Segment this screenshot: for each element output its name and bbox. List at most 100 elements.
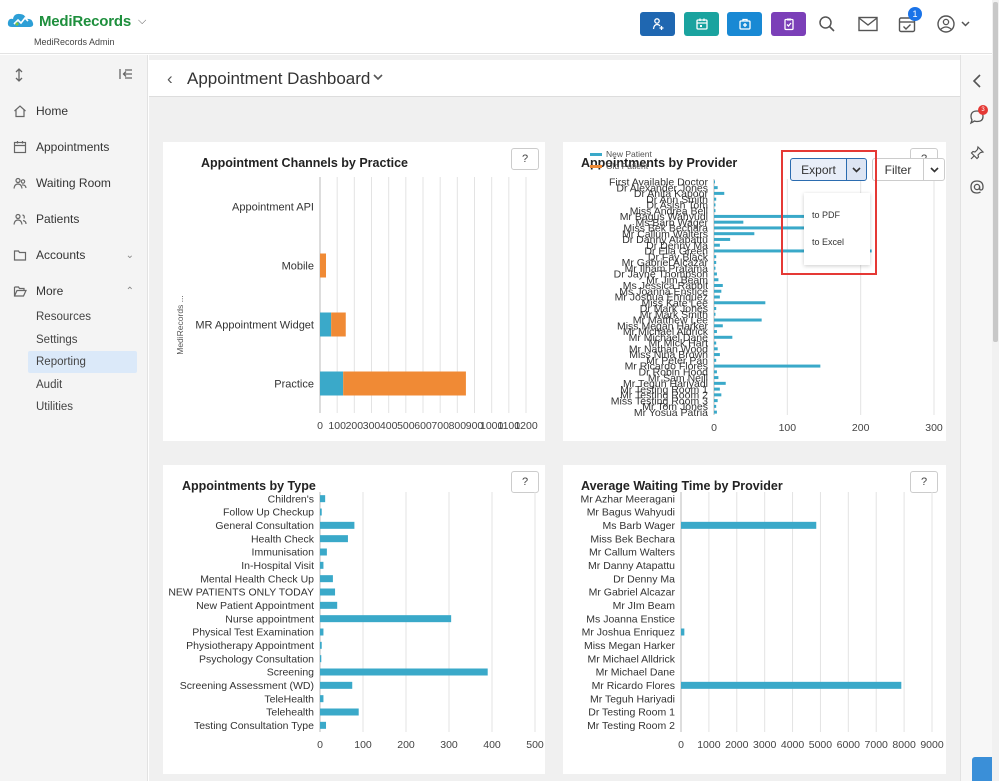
category-label: Mr Mick Hart xyxy=(649,338,709,350)
sidebar-subitem-audit[interactable]: Audit xyxy=(36,379,63,391)
bar xyxy=(714,272,717,276)
category-label: Mental Health Check Up xyxy=(200,573,314,585)
sidebar-item-patients[interactable]: Patients xyxy=(0,207,148,231)
category-label: Screening Assessment (WD) xyxy=(180,680,314,692)
user-menu[interactable] xyxy=(934,13,974,35)
category-label: Miss Andrea Bell xyxy=(630,205,708,217)
folder-open-icon xyxy=(13,284,27,298)
category-label: Dr Ann Smith xyxy=(646,194,708,206)
sidebar-item-accounts[interactable]: Accounts ⌄ xyxy=(0,243,148,267)
sidebar-subitem-resources[interactable]: Resources xyxy=(36,311,91,323)
channels-chart: 0 100 200 300 400 500 600 700 800 900100011001200… xyxy=(175,177,538,432)
category-label: Testing Consultation Type xyxy=(194,720,314,732)
category-label: Mr Bagus Wahyudi xyxy=(587,507,675,519)
chevron-down-icon[interactable] xyxy=(373,74,383,81)
category-label: Mr Mark Smith xyxy=(640,309,708,321)
feedback-tab[interactable] xyxy=(972,757,992,781)
category-label: Mr Teguh Hariyadi xyxy=(590,693,675,705)
chevron-up-icon: ⌃ xyxy=(125,286,134,297)
x-tick-label: 200 xyxy=(852,422,870,434)
x-tick-label: 900 xyxy=(466,420,484,432)
medical-kit-button[interactable] xyxy=(727,12,762,36)
category-label: First Available Doctor xyxy=(609,177,709,189)
bar xyxy=(714,364,821,368)
sidebar: Home Appointments Waiting Room Patients … xyxy=(0,55,148,781)
bar xyxy=(714,410,717,414)
export-menu: to PDF to Excel xyxy=(804,193,870,265)
waiting-chart: 0 1000 2000 3000 4000 5000 6000 7000 8000 9000 Mr … xyxy=(580,492,944,751)
sidebar-item-appointments[interactable]: Appointments xyxy=(0,135,148,159)
tasks-calendar-icon[interactable] xyxy=(896,13,918,35)
export-to-excel[interactable]: to Excel xyxy=(812,237,845,247)
category-label: Dr Denny Ma xyxy=(613,573,675,585)
help-button[interactable]: ? xyxy=(511,471,539,493)
category-label: Mr Yosua Patria xyxy=(634,407,708,419)
bar xyxy=(714,278,719,282)
bar xyxy=(714,255,717,259)
bar xyxy=(681,628,685,636)
resize-vertical-icon[interactable] xyxy=(14,68,24,82)
brand-switcher[interactable]: MediRecords ⌵ xyxy=(6,10,146,32)
notification-badge: 1 xyxy=(908,7,922,21)
bar xyxy=(320,641,322,649)
filter-dropdown-toggle[interactable] xyxy=(923,158,945,181)
calendar-icon xyxy=(13,140,27,154)
mention-icon[interactable] xyxy=(969,179,985,195)
category-label: Mobile xyxy=(282,260,314,272)
bar xyxy=(714,330,717,334)
filter-button[interactable]: Filter xyxy=(872,158,924,181)
category-label: Mr JIm Beam xyxy=(613,600,676,612)
chat-badge: 3 xyxy=(978,105,988,115)
scrollbar[interactable] xyxy=(992,0,999,781)
x-tick-label: 400 xyxy=(380,420,398,432)
x-tick-label: 1100 xyxy=(498,420,521,432)
category-label: Mr Peter Pan xyxy=(646,355,708,367)
sidebar-subitem-reporting[interactable]: Reporting xyxy=(28,351,137,373)
search-icon[interactable] xyxy=(816,13,838,35)
category-label: NEW PATIENTS ONLY TODAY xyxy=(168,587,314,599)
x-tick-label: 9000 xyxy=(920,739,944,751)
x-tick-label: 0 xyxy=(711,422,717,434)
clipboard-button[interactable] xyxy=(771,12,806,36)
new-appointment-button[interactable] xyxy=(684,12,719,36)
x-tick-label: 300 xyxy=(363,420,381,432)
category-label: Physiotherapy Appointment xyxy=(186,640,314,652)
category-label: Dr Denny Ma xyxy=(646,240,708,252)
bar xyxy=(714,191,725,195)
sidebar-subitem-utilities[interactable]: Utilities xyxy=(36,401,74,413)
sidebar-toolbar xyxy=(0,55,148,91)
chevron-down-icon xyxy=(929,166,939,173)
category-label: Dr Ella Green xyxy=(644,246,708,258)
category-label: Mr Callum Walters xyxy=(622,228,708,240)
category-label: Screening xyxy=(267,667,314,679)
scroll-thumb[interactable] xyxy=(993,2,998,342)
user-avatar-icon xyxy=(937,15,970,33)
add-patient-button[interactable] xyxy=(640,12,675,36)
chat-icon[interactable] xyxy=(969,109,985,125)
highlight-box xyxy=(781,150,877,275)
chart-title: Average Waiting Time by Provider xyxy=(581,479,783,493)
bar xyxy=(714,347,718,351)
help-button[interactable]: ? xyxy=(910,471,938,493)
export-to-pdf[interactable]: to PDF xyxy=(812,210,841,220)
sidebar-item-label: Accounts xyxy=(36,248,86,262)
help-button[interactable]: ? xyxy=(511,148,539,170)
sidebar-item-waiting-room[interactable]: Waiting Room xyxy=(0,171,148,195)
collapse-panel-icon[interactable] xyxy=(969,73,985,89)
back-chevron-icon[interactable]: ‹ xyxy=(167,69,173,88)
sidebar-subitem-settings[interactable]: Settings xyxy=(36,334,78,346)
pin-icon[interactable] xyxy=(969,145,985,161)
sidebar-item-home[interactable]: Home xyxy=(0,99,148,123)
bar xyxy=(320,668,488,676)
export-dropdown-toggle[interactable] xyxy=(846,158,867,181)
collapse-sidebar-icon[interactable] xyxy=(119,68,133,80)
category-label: Immunisation xyxy=(252,547,315,559)
folder-icon xyxy=(13,248,27,262)
mail-icon[interactable] xyxy=(857,13,879,35)
category-label: In-Hospital Visit xyxy=(241,560,314,572)
category-label: Miss Kate Lee xyxy=(641,297,708,309)
x-tick-label: 500 xyxy=(526,739,544,751)
sidebar-item-more[interactable]: More ⌃ xyxy=(0,279,148,303)
category-label: Mr Michael Dane xyxy=(596,667,676,679)
